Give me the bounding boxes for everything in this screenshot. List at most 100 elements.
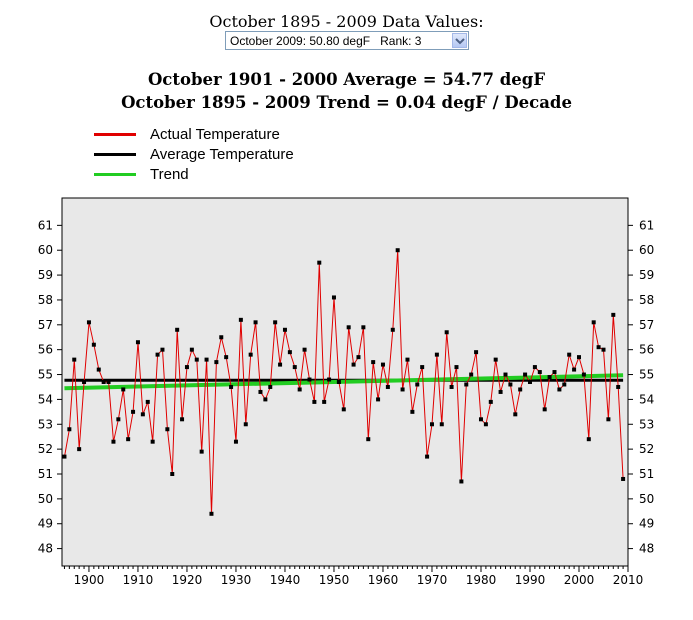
x-tick-label: 1900 — [74, 573, 105, 587]
y-tick-label-right: 54 — [639, 392, 654, 406]
data-point — [131, 409, 136, 414]
data-point — [459, 479, 464, 484]
y-tick-label-right: 59 — [639, 268, 654, 282]
y-tick-label-right: 61 — [639, 218, 654, 232]
data-point — [219, 335, 224, 340]
data-point — [204, 357, 209, 362]
data-point — [371, 360, 376, 365]
dropdown-button[interactable] — [452, 33, 467, 48]
data-point — [263, 397, 268, 402]
data-point — [229, 384, 234, 389]
data-point — [243, 422, 248, 427]
data-point — [601, 347, 606, 352]
data-point — [253, 320, 258, 325]
data-point — [135, 340, 140, 345]
data-point — [464, 382, 469, 387]
data-point — [297, 387, 302, 392]
data-point — [292, 365, 297, 370]
data-point — [469, 372, 474, 377]
data-point — [591, 320, 596, 325]
data-point — [224, 355, 229, 360]
data-point — [165, 427, 170, 432]
data-point — [101, 380, 106, 384]
data-point — [552, 370, 557, 375]
data-point — [518, 387, 523, 392]
x-tick-label: 1980 — [466, 573, 497, 587]
data-point — [170, 472, 175, 476]
y-tick-label-right: 53 — [639, 417, 654, 431]
legend-average-label: Average Temperature — [150, 146, 294, 163]
y-tick-label-right: 49 — [639, 517, 654, 531]
data-point — [596, 345, 601, 350]
x-tick-label: 1970 — [417, 573, 448, 587]
data-point — [282, 327, 287, 332]
data-point — [542, 407, 547, 412]
data-point — [209, 511, 214, 516]
x-tick-label: 2010 — [613, 573, 644, 587]
data-point — [214, 360, 219, 365]
data-point — [248, 352, 253, 357]
data-point — [405, 357, 410, 362]
y-tick-label-right: 58 — [639, 293, 654, 307]
data-point — [233, 439, 238, 444]
data-point — [385, 384, 390, 389]
y-tick-label-left: 52 — [38, 442, 53, 456]
data-point — [67, 427, 72, 432]
data-point — [155, 352, 160, 357]
data-point — [116, 417, 121, 422]
data-point — [488, 399, 493, 404]
y-tick-label-right: 51 — [639, 467, 654, 481]
data-point — [410, 409, 415, 414]
y-tick-label-left: 49 — [38, 517, 53, 531]
data-point — [537, 370, 542, 375]
data-point — [140, 412, 145, 417]
data-point — [508, 382, 513, 387]
data-point — [439, 422, 444, 427]
data-point — [425, 454, 430, 459]
y-tick-label-right: 52 — [639, 442, 654, 456]
data-point — [278, 362, 283, 367]
data-point — [145, 399, 150, 404]
data-point — [106, 380, 111, 384]
data-point — [96, 367, 101, 372]
data-point — [503, 372, 508, 377]
x-tick-label: 1990 — [515, 573, 546, 587]
month-value-selector[interactable]: October 2009: 50.80 degF Rank: 3 — [225, 31, 469, 50]
data-point — [160, 347, 165, 352]
data-point — [175, 327, 180, 332]
data-point — [572, 367, 577, 372]
data-point — [180, 417, 185, 422]
data-point — [86, 320, 91, 325]
data-point — [184, 365, 189, 370]
data-point — [395, 248, 400, 253]
trend-title: October 1895 - 2009 Trend = 0.04 degF / … — [121, 93, 572, 112]
x-tick-label: 1920 — [172, 573, 203, 587]
y-tick-label-right: 56 — [639, 343, 654, 357]
data-point — [429, 422, 434, 427]
chevron-down-icon — [455, 38, 465, 45]
legend-trend-label: Trend — [150, 166, 189, 183]
y-tick-label-left: 48 — [38, 542, 53, 556]
y-tick-label-left: 53 — [38, 417, 53, 431]
data-point — [498, 389, 503, 394]
data-point — [317, 260, 322, 265]
data-point — [322, 399, 327, 404]
y-tick-label-left: 50 — [38, 492, 53, 506]
data-point — [454, 365, 459, 370]
x-tick-label: 1910 — [123, 573, 154, 587]
data-point — [400, 387, 405, 392]
data-point — [616, 384, 621, 389]
y-tick-label-right: 55 — [639, 368, 654, 382]
y-tick-label-left: 54 — [38, 392, 53, 406]
data-point — [547, 375, 552, 380]
data-point — [82, 380, 87, 384]
data-point — [126, 437, 131, 442]
legend-actual-swatch — [94, 133, 136, 136]
data-point — [606, 417, 611, 422]
data-point — [562, 382, 567, 387]
legend-actual-label: Actual Temperature — [150, 126, 280, 143]
data-point — [77, 447, 82, 452]
data-point — [72, 357, 77, 362]
y-tick-label-left: 58 — [38, 293, 53, 307]
